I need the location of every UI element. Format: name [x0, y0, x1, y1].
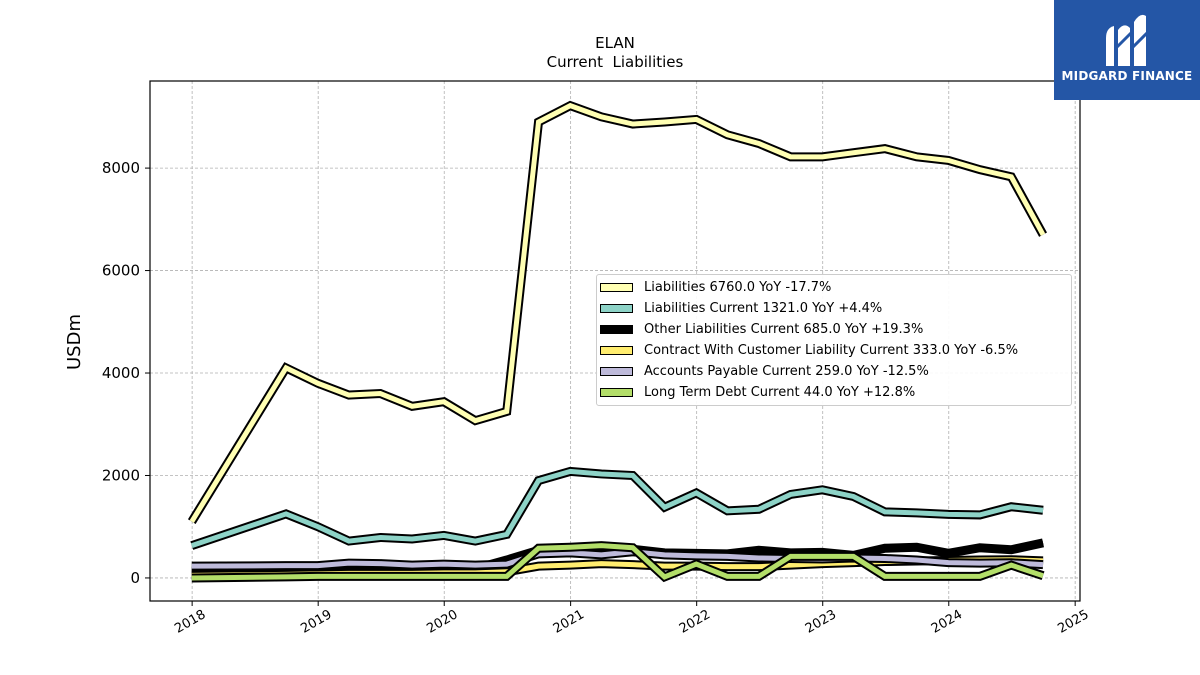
- x-tick-label: 2019: [298, 607, 334, 637]
- x-ticks: 2018 2019 2020 2021 2022 2023 2024 2025: [172, 601, 1091, 637]
- y-tick-label: 4000: [102, 364, 140, 382]
- legend-item: Accounts Payable Current 259.0 YoY -12.5…: [597, 362, 1071, 382]
- x-tick-label: 2023: [803, 607, 839, 637]
- chart-subtitle: Current Liabilities: [547, 53, 684, 71]
- legend-label: Accounts Payable Current 259.0 YoY -12.5…: [644, 364, 929, 379]
- legend-label: Contract With Customer Liability Current…: [644, 343, 1019, 358]
- brand-name: MIDGARD FINANCE: [1061, 69, 1193, 83]
- y-ticks: 0 2000 4000 6000 8000: [102, 159, 150, 587]
- x-tick-label: 2022: [677, 607, 713, 637]
- y-tick-label: 2000: [102, 466, 140, 484]
- legend-swatch: [600, 367, 633, 376]
- legend-swatch: [600, 325, 633, 334]
- plot-frame: [149, 80, 1081, 602]
- series-fill: [190, 468, 1044, 549]
- legend: Liabilities 6760.0 YoY -17.7% Liabilitie…: [596, 274, 1072, 406]
- x-tick-label: 2021: [551, 607, 587, 637]
- series-fill: [191, 549, 1044, 569]
- y-tick-label: 6000: [102, 262, 140, 280]
- legend-swatch: [600, 346, 633, 355]
- legend-swatch: [600, 283, 633, 292]
- legend-item: Other Liabilities Current 685.0 YoY +19.…: [597, 320, 1071, 340]
- brand-mark-icon: [1106, 14, 1150, 66]
- brand-logo: MIDGARD FINANCE: [1054, 0, 1200, 100]
- legend-item: Contract With Customer Liability Current…: [597, 341, 1071, 361]
- legend-label: Liabilities Current 1321.0 YoY +4.4%: [644, 301, 883, 316]
- y-tick-label: 0: [130, 569, 140, 587]
- series-line: [187, 100, 1047, 524]
- x-tick-label: 2024: [929, 607, 965, 637]
- series-outline: [190, 466, 1044, 550]
- x-tick-label: 2020: [424, 607, 460, 637]
- legend-swatch: [600, 388, 633, 397]
- x-tick-label: 2025: [1055, 607, 1091, 637]
- series-layer: [187, 100, 1047, 583]
- legend-swatch: [600, 304, 633, 313]
- chart-title: ELAN: [595, 34, 635, 52]
- legend-label: Other Liabilities Current 685.0 YoY +19.…: [644, 322, 924, 337]
- series-line: [191, 541, 1045, 583]
- series-line: [190, 466, 1044, 550]
- legend-label: Long Term Debt Current 44.0 YoY +12.8%: [644, 385, 916, 400]
- series-fill: [191, 543, 1044, 581]
- series-fill: [189, 102, 1046, 523]
- y-tick-label: 8000: [102, 159, 140, 177]
- legend-label: Liabilities 6760.0 YoY -17.7%: [644, 280, 832, 295]
- series-line: [191, 547, 1044, 571]
- legend-item: Liabilities Current 1321.0 YoY +4.4%: [597, 299, 1071, 319]
- legend-item: Long Term Debt Current 44.0 YoY +12.8%: [597, 383, 1071, 403]
- x-tick-label: 2018: [172, 607, 208, 637]
- legend-item: Liabilities 6760.0 YoY -17.7%: [597, 278, 1071, 298]
- y-axis-label: USDm: [64, 314, 85, 370]
